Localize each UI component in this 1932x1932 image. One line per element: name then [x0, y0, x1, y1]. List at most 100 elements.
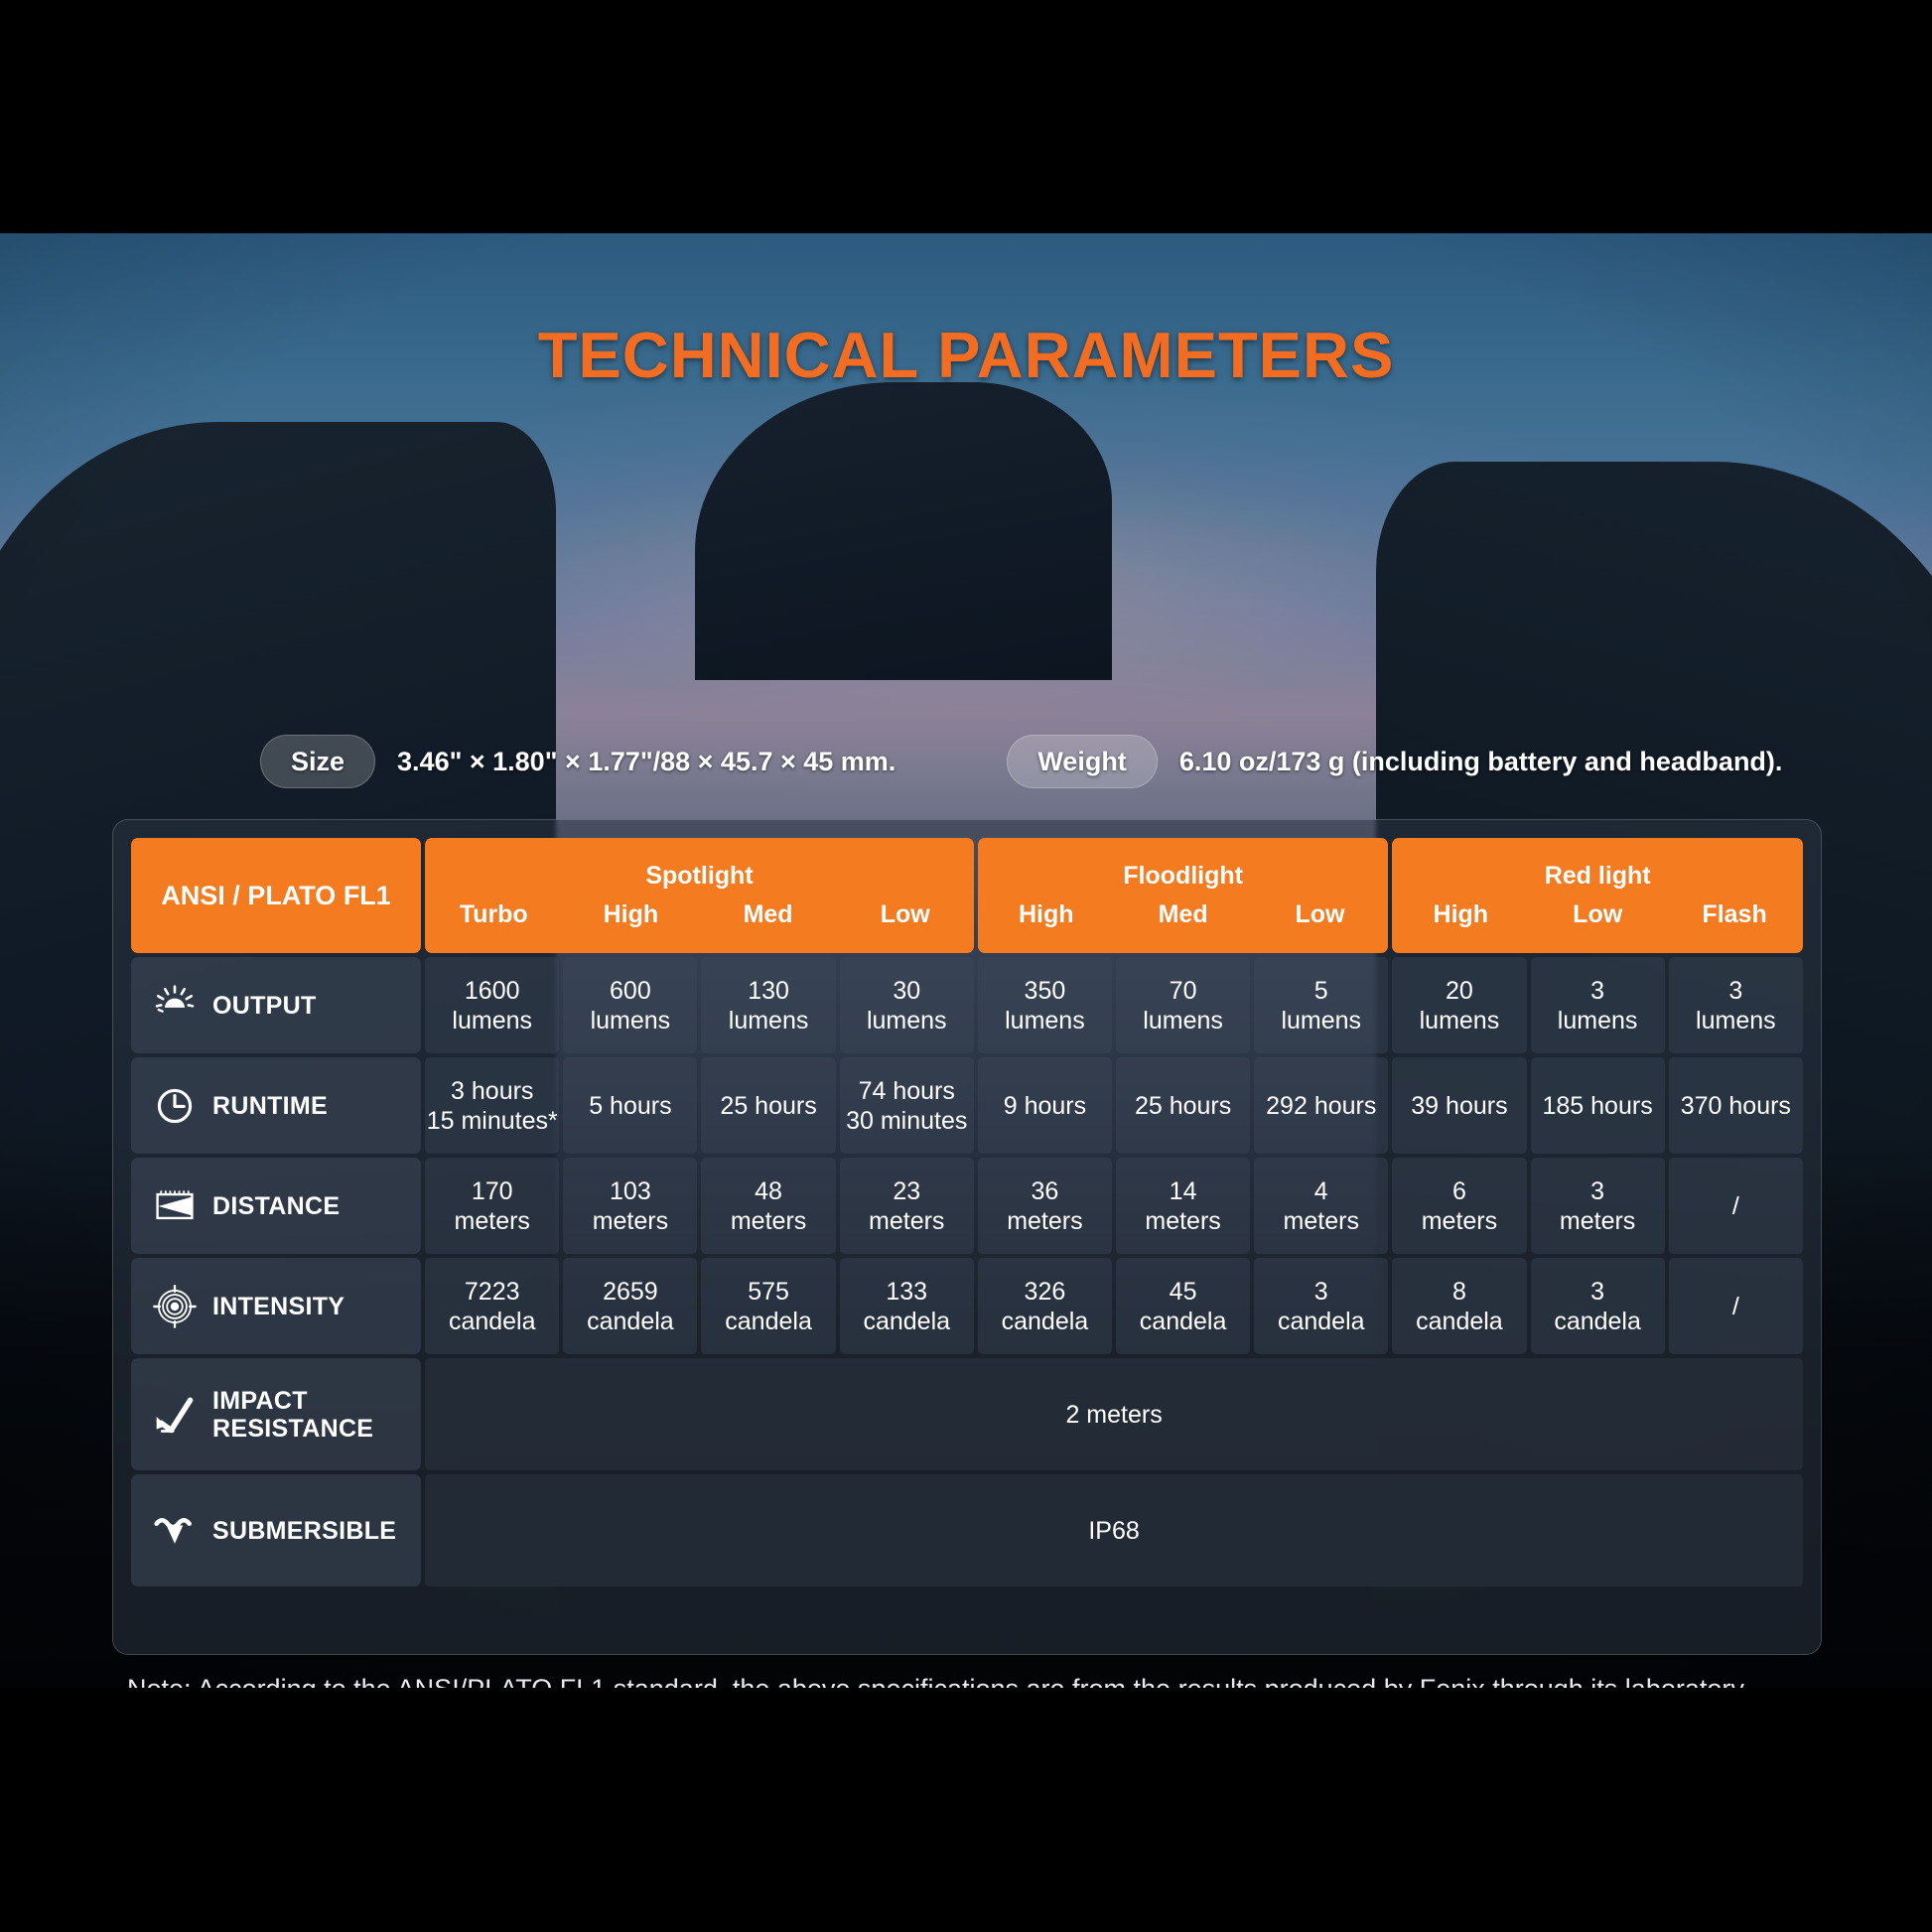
- mode-redlight-high: High: [1433, 900, 1489, 928]
- spec-strip: Size 3.46" × 1.80" × 1.77"/88 × 45.7 × 4…: [260, 735, 1782, 788]
- cell-intensity-8: 3 candela: [1530, 1258, 1665, 1354]
- mode-redlight-low: Low: [1573, 900, 1623, 928]
- cell-output-6: 5 lumens: [1254, 957, 1389, 1053]
- background-stage: TECHNICAL PARAMETERS Size 3.46" × 1.80" …: [0, 233, 1932, 1688]
- row-label-text: INTENSITY: [212, 1292, 345, 1320]
- header-group-spotlight: Spotlight Turbo High Med Low: [425, 838, 974, 953]
- cell-distance-0: 170 meters: [425, 1158, 560, 1254]
- notes-block: Note: According to the ANSI/PLATO FL1 st…: [127, 1673, 1815, 1688]
- mode-floodlight-med: Med: [1158, 900, 1208, 928]
- cell-intensity-6: 3 candela: [1254, 1258, 1389, 1354]
- cell-output-2: 130 lumens: [701, 957, 836, 1053]
- technical-parameters-panel: ANSI / PLATO FL1 Spotlight Turbo High Me…: [112, 819, 1822, 1655]
- cell-submersible-value: IP68: [425, 1474, 1803, 1587]
- group-modes-spotlight: Turbo High Med Low: [425, 900, 974, 929]
- group-modes-floodlight: High Med Low: [978, 900, 1389, 929]
- cell-output-0: 1600 lumens: [425, 957, 560, 1053]
- cell-distance-6: 4 meters: [1254, 1158, 1389, 1254]
- submersible-icon: [153, 1509, 197, 1553]
- table-body: OUTPUT 1600 lumens 600 lumens 130 lumens 30 lume…: [131, 957, 1803, 1587]
- table-row: INTENSITY 7223 candela 2659 candela 575 candel…: [131, 1258, 1803, 1354]
- row-label-output: OUTPUT: [131, 957, 422, 1053]
- cell-output-8: 3 lumens: [1530, 957, 1665, 1053]
- cell-distance-8: 3 meters: [1530, 1158, 1665, 1254]
- mode-spotlight-turbo: Turbo: [459, 900, 528, 928]
- header-ansi-plato: ANSI / PLATO FL1: [131, 838, 422, 953]
- cell-intensity-9: /: [1668, 1258, 1803, 1354]
- row-label-intensity: INTENSITY: [131, 1258, 422, 1354]
- beam-distance-icon: [153, 1184, 197, 1228]
- header-group-floodlight: Floodlight High Med Low: [977, 838, 1389, 953]
- cell-intensity-3: 133 candela: [839, 1258, 974, 1354]
- cell-output-3: 30 lumens: [839, 957, 974, 1053]
- mode-floodlight-high: High: [1018, 900, 1074, 928]
- cell-impact-resistance-value: 2 meters: [425, 1358, 1803, 1470]
- cell-intensity-5: 45 candela: [1116, 1258, 1251, 1354]
- table-row: DISTANCE 170 meters 103 meters 48 meters 23 mete…: [131, 1158, 1803, 1254]
- row-label-runtime: RUNTIME: [131, 1057, 422, 1154]
- page-title: TECHNICAL PARAMETERS: [537, 319, 1395, 391]
- table-row: RUNTIME 3 hours 15 minutes* 5 hours 25 hours…: [131, 1057, 1803, 1154]
- mode-redlight-flash: Flash: [1702, 900, 1767, 928]
- cell-distance-4: 36 meters: [977, 1158, 1112, 1254]
- mode-floodlight-low: Low: [1295, 900, 1345, 928]
- row-label-text: DISTANCE: [212, 1191, 341, 1220]
- cell-runtime-4: 9 hours: [977, 1057, 1112, 1154]
- mode-spotlight-high: High: [603, 900, 659, 928]
- cell-intensity-7: 8 candela: [1392, 1258, 1527, 1354]
- row-label-submersible: SUBMERSIBLE: [131, 1474, 422, 1587]
- cell-runtime-7: 39 hours: [1392, 1057, 1527, 1154]
- header-group-redlight: Red light High Low Flash: [1392, 838, 1803, 953]
- impact-icon: [153, 1393, 197, 1437]
- cell-distance-3: 23 meters: [839, 1158, 974, 1254]
- clock-icon: [153, 1084, 197, 1128]
- weight-value: 6.10 oz/173 g (including battery and hea…: [1178, 746, 1783, 776]
- cell-runtime-9: 370 hours: [1668, 1057, 1803, 1154]
- cell-output-1: 600 lumens: [563, 957, 698, 1053]
- cell-runtime-6: 292 hours: [1254, 1057, 1389, 1154]
- cell-distance-2: 48 meters: [701, 1158, 836, 1254]
- cell-intensity-2: 575 candela: [701, 1258, 836, 1354]
- size-value: 3.46" × 1.80" × 1.77"/88 × 45.7 × 45 mm.: [397, 746, 897, 776]
- cell-distance-9: /: [1668, 1158, 1803, 1254]
- table-head: ANSI / PLATO FL1 Spotlight Turbo High Me…: [131, 838, 1803, 953]
- row-label-text: SUBMERSIBLE: [212, 1516, 397, 1545]
- row-label-text: RUNTIME: [212, 1091, 328, 1120]
- cell-intensity-1: 2659 candela: [563, 1258, 698, 1354]
- mode-spotlight-med: Med: [743, 900, 793, 928]
- cell-runtime-8: 185 hours: [1530, 1057, 1665, 1154]
- mode-spotlight-low: Low: [880, 900, 930, 928]
- cell-distance-5: 14 meters: [1116, 1158, 1251, 1254]
- size-pill-label: Size: [260, 735, 376, 788]
- note-ansi: Note: According to the ANSI/PLATO FL1 st…: [127, 1673, 1815, 1688]
- cell-runtime-1: 5 hours: [563, 1057, 698, 1154]
- table-row: OUTPUT 1600 lumens 600 lumens 130 lumens 30 lume…: [131, 957, 1803, 1053]
- sunburst-icon: [153, 984, 197, 1028]
- cell-runtime-2: 25 hours: [701, 1057, 836, 1154]
- specs-table: ANSI / PLATO FL1 Spotlight Turbo High Me…: [127, 834, 1807, 1590]
- cell-output-9: 3 lumens: [1668, 957, 1803, 1053]
- table-header-row: ANSI / PLATO FL1 Spotlight Turbo High Me…: [131, 838, 1803, 953]
- table-row: SUBMERSIBLE IP68: [131, 1474, 1803, 1587]
- table-row: IMPACT RESISTANCE 2 meters: [131, 1358, 1803, 1470]
- cell-distance-7: 6 meters: [1392, 1158, 1527, 1254]
- background-rock-center: [695, 382, 1112, 680]
- cell-output-4: 350 lumens: [977, 957, 1112, 1053]
- cell-output-5: 70 lumens: [1116, 957, 1251, 1053]
- cell-output-7: 20 lumens: [1392, 957, 1527, 1053]
- cell-runtime-5: 25 hours: [1116, 1057, 1251, 1154]
- cell-distance-1: 103 meters: [563, 1158, 698, 1254]
- group-title-spotlight: Spotlight: [645, 862, 754, 890]
- row-label-distance: DISTANCE: [131, 1158, 422, 1254]
- cell-runtime-3: 74 hours 30 minutes: [839, 1057, 974, 1154]
- cell-intensity-0: 7223 candela: [425, 1258, 560, 1354]
- cell-intensity-4: 326 candela: [977, 1258, 1112, 1354]
- cell-runtime-0: 3 hours 15 minutes*: [425, 1057, 560, 1154]
- row-label-impact-resistance: IMPACT RESISTANCE: [131, 1358, 422, 1470]
- weight-pill-label: Weight: [1007, 735, 1158, 788]
- group-modes-redlight: High Low Flash: [1392, 900, 1803, 929]
- group-title-redlight: Red light: [1544, 862, 1651, 890]
- row-label-text: OUTPUT: [212, 991, 317, 1020]
- group-title-floodlight: Floodlight: [1123, 862, 1243, 890]
- target-intensity-icon: [153, 1284, 197, 1328]
